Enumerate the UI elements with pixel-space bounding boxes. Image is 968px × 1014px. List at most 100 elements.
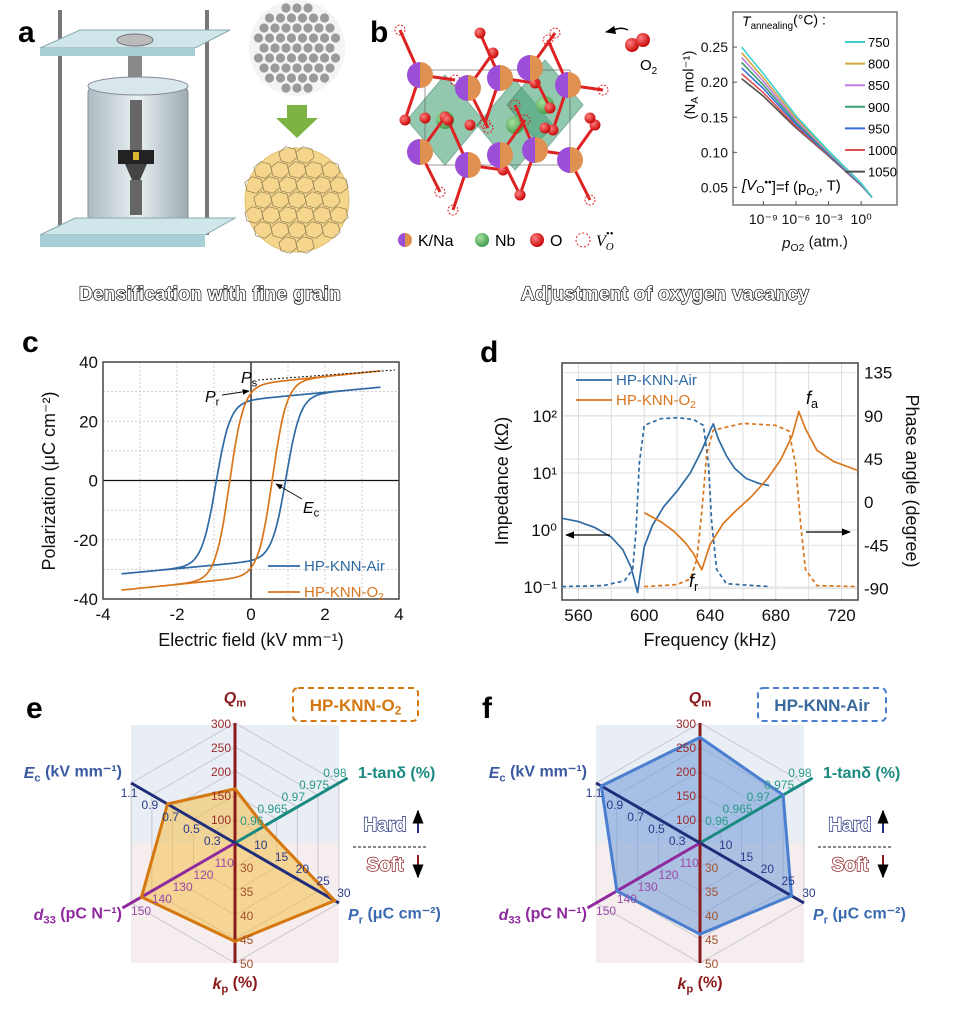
radar-axis-label-ec-part: E	[24, 765, 36, 782]
grain-boundary	[278, 236, 298, 254]
legend-label-1000: 1000	[868, 143, 897, 158]
legend-label: HP-KNN-O2	[616, 392, 696, 411]
y-tick-label: 0.15	[701, 109, 728, 125]
x-tick-label: 10⁻⁹	[749, 211, 778, 227]
radar-axis-label-tan-part: 1-tanδ	[823, 765, 871, 782]
panel-label-c: c	[22, 326, 39, 359]
radar-axis-label-qm-part: m	[236, 697, 246, 709]
legend-title: Tannealing(°C) :	[742, 12, 826, 32]
radar-tick-ec: 0.7	[162, 810, 179, 824]
oxygen-vacancy	[509, 99, 521, 111]
grain-boundary	[321, 191, 341, 209]
radar-tick-pr: 25	[316, 874, 330, 888]
powder-particle	[264, 53, 275, 63]
x-axis-label: Frequency (kHz)	[643, 630, 776, 650]
press-sample	[133, 152, 139, 160]
legend-vacancy-v: V	[596, 233, 608, 250]
chart-impedance: 560 600 640 680 720 10⁻¹ 10⁰ 10¹ 10² 135 90 45 0 -45 -…	[492, 362, 922, 650]
radar-axis-label-d33-part: 33	[43, 914, 55, 926]
panel-label-a: a	[18, 16, 35, 49]
radar-tick-pr: 15	[275, 850, 289, 864]
powder-particle	[308, 53, 319, 63]
grain-boundary	[253, 161, 273, 179]
y-tick-label: 10²	[532, 407, 557, 426]
chart-hysteresis: -4 -2 0 2 4-40-2002040HP-KNN-AirHP-KNN-O2PsP…	[39, 353, 404, 650]
radar-tick-d33: 120	[193, 868, 213, 882]
powder-particle	[275, 33, 286, 43]
grain-boundary	[312, 176, 332, 194]
radar-axis-label-kp-part: p	[686, 983, 693, 995]
radar-tick-qm: 150	[211, 789, 231, 803]
radar-tick-pr: 20	[296, 862, 310, 876]
plot-frame	[561, 362, 859, 601]
radar-point-qm	[698, 735, 702, 739]
radar-tick-tan: 0.965	[723, 802, 753, 816]
radar-tick-ec: 0.9	[142, 798, 159, 812]
y-tick-label: 40	[79, 353, 98, 372]
legend-label-750: 750	[868, 35, 890, 50]
powder-particle	[281, 83, 291, 93]
powder-particle	[330, 53, 341, 63]
powder-particle	[253, 53, 264, 63]
hysteresis-loop-air	[121, 386, 381, 575]
kna-atom	[407, 62, 433, 88]
y-axis-label-part: mol⁻¹)	[681, 50, 698, 96]
press-bottom-plate	[39, 217, 237, 236]
x-axis-label-part: (atm.)	[805, 234, 848, 251]
x-axis-label-part: O2	[790, 242, 804, 254]
radar-axis-label-d33-part: (pC N⁻¹)	[521, 906, 587, 923]
y-axis-label: Polarization (μC cm⁻²)	[39, 392, 59, 571]
press-pole	[205, 10, 209, 235]
crystal-legend: K/Na Nb O VO••	[398, 228, 614, 253]
powder-particle	[297, 13, 308, 23]
y-tick-label: 10¹	[532, 464, 557, 483]
o-atom	[399, 114, 411, 126]
powder-particle	[275, 53, 286, 63]
radar-axis-label-d33-part: 33	[508, 914, 520, 926]
grain-boundary	[329, 206, 349, 224]
powder-particle	[308, 73, 319, 83]
press-knob	[116, 33, 154, 47]
vacancy-annotation-part: [V	[741, 177, 758, 194]
y2-tick-label: 0	[864, 493, 873, 512]
oxygen-vacancy-icon	[575, 232, 591, 248]
o2-label-sub: 2	[652, 66, 658, 77]
legend-title-part: (°C) :	[793, 12, 826, 28]
grain-boundary	[244, 206, 264, 224]
y2-axis-label: Phase angle (degree)	[902, 394, 922, 567]
radar-tick-qm: 300	[211, 717, 231, 731]
radar-tick-tan: 0.975	[764, 778, 794, 792]
powder-particle	[264, 13, 275, 23]
legend-label: HP-KNN-Air	[616, 372, 697, 389]
grain-boundary	[270, 161, 290, 179]
radar-axis-label-ec-part: c	[34, 772, 40, 784]
vacancy-annotation-part: O	[756, 184, 764, 196]
radar-point-tan	[262, 824, 266, 828]
radar-tick-qm: 200	[676, 765, 696, 779]
fa-annotation: fa	[806, 388, 818, 411]
y2-tick-label: 45	[864, 450, 883, 469]
powder-particle	[325, 23, 335, 33]
ps-annotation-part: s	[252, 377, 258, 389]
grain-boundary	[304, 161, 324, 179]
powder-particle	[303, 63, 313, 73]
powder-particle	[292, 63, 302, 73]
powder-particle	[314, 23, 324, 33]
radar-axis-label-tan-part: (%)	[406, 765, 435, 782]
radar-tick-ec: 1.1	[586, 786, 603, 800]
radar-axis-label-kp-part: k	[677, 976, 687, 993]
ec-annotation: Ec	[303, 500, 320, 519]
powder-particle	[264, 73, 275, 83]
y-axis-label: (NA mol⁻¹)	[681, 50, 702, 119]
series-line-2	[562, 416, 770, 588]
radar-tick-tan: 0.965	[258, 802, 288, 816]
plot-frame	[102, 361, 400, 600]
y-tick-label: 0.20	[701, 74, 728, 90]
o-atom-icon	[530, 233, 544, 247]
powder-particle	[303, 83, 313, 93]
series-group	[562, 410, 858, 594]
vacancy-annotation: [VO••]=f (pO₂, T)	[741, 176, 841, 198]
radar-tick-kp: 35	[705, 885, 719, 899]
series-line-1	[643, 410, 858, 571]
grain-boundary	[261, 176, 281, 194]
